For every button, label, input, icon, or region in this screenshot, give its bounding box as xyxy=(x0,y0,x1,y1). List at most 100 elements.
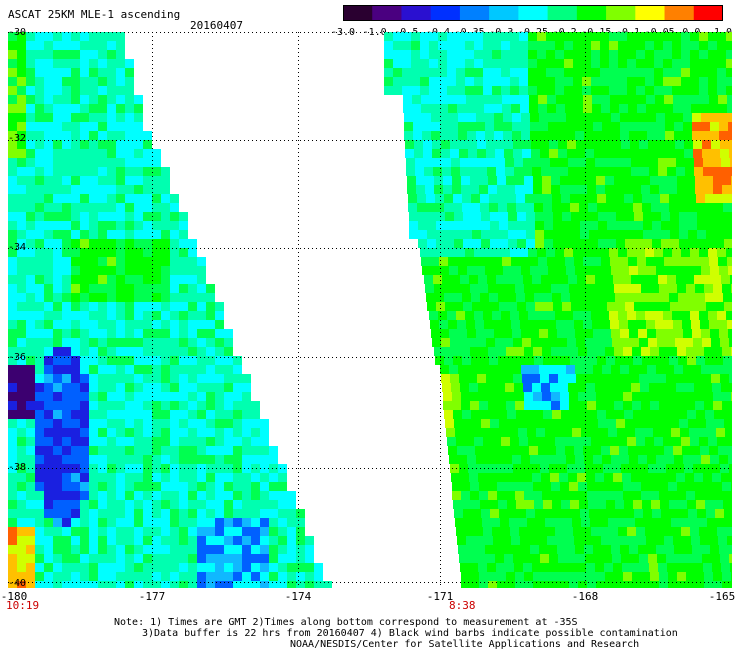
right-swath-cell xyxy=(463,230,472,239)
left-swath-cell xyxy=(8,158,17,167)
right-swath-cell xyxy=(503,113,512,122)
right-swath-cell xyxy=(682,320,691,329)
right-swath-cell xyxy=(424,275,433,284)
right-swath-cell xyxy=(570,203,579,212)
left-swath-cell xyxy=(197,356,206,365)
right-swath-cell xyxy=(488,491,497,500)
right-swath-cell xyxy=(721,167,730,176)
right-swath-cell xyxy=(689,518,698,527)
right-swath-cell xyxy=(501,50,510,59)
left-swath-cell xyxy=(125,572,134,581)
right-swath-cell xyxy=(613,275,622,284)
right-swath-cell xyxy=(448,104,457,113)
left-swath-cell xyxy=(98,347,107,356)
left-swath-cell xyxy=(98,572,107,581)
right-swath-cell xyxy=(454,221,463,230)
right-swath-cell xyxy=(561,293,570,302)
right-swath-cell xyxy=(600,527,609,536)
right-swath-cell xyxy=(671,518,680,527)
left-swath-cell xyxy=(323,581,332,588)
right-swath-cell xyxy=(547,95,556,104)
left-swath-cell xyxy=(188,338,197,347)
left-swath-cell xyxy=(179,230,188,239)
left-swath-cell xyxy=(125,266,134,275)
left-swath-cell xyxy=(188,500,197,509)
left-swath-cell xyxy=(188,410,197,419)
right-swath-cell xyxy=(622,275,631,284)
right-swath-cell xyxy=(717,311,726,320)
right-swath-cell xyxy=(685,158,694,167)
right-swath-cell xyxy=(456,50,465,59)
right-swath-cell xyxy=(694,473,703,482)
left-swath-cell xyxy=(80,122,89,131)
right-swath-cell xyxy=(498,356,507,365)
right-swath-cell xyxy=(731,284,732,293)
left-swath-cell xyxy=(143,239,152,248)
right-swath-cell xyxy=(648,140,657,149)
right-swath-cell xyxy=(534,410,543,419)
right-swath-cell xyxy=(456,527,465,536)
right-swath-cell xyxy=(654,311,663,320)
left-swath-cell xyxy=(251,554,260,563)
left-swath-cell xyxy=(278,518,287,527)
left-swath-cell xyxy=(269,536,278,545)
left-swath-cell xyxy=(206,500,215,509)
right-swath-cell xyxy=(670,509,679,518)
left-swath-cell xyxy=(26,356,35,365)
left-swath-cell xyxy=(89,122,98,131)
left-swath-cell xyxy=(188,248,197,257)
right-swath-cell xyxy=(481,509,490,518)
left-swath-cell xyxy=(215,338,224,347)
left-swath-cell xyxy=(188,518,197,527)
left-swath-cell xyxy=(89,365,98,374)
right-swath-cell xyxy=(704,176,713,185)
right-swath-cell xyxy=(699,50,708,59)
right-swath-cell xyxy=(486,554,495,563)
right-swath-cell xyxy=(523,167,532,176)
right-swath-cell xyxy=(429,41,438,50)
right-swath-cell xyxy=(453,410,462,419)
left-swath-cell xyxy=(8,248,17,257)
left-swath-cell xyxy=(107,491,116,500)
right-swath-cell xyxy=(618,311,627,320)
left-swath-cell xyxy=(260,473,269,482)
right-swath-cell xyxy=(627,68,636,77)
left-swath-cell xyxy=(125,86,134,95)
left-swath-cell xyxy=(53,401,62,410)
right-swath-cell xyxy=(469,167,478,176)
right-swath-cell xyxy=(663,77,672,86)
right-swath-cell xyxy=(636,68,645,77)
right-swath-cell xyxy=(451,275,460,284)
right-swath-cell xyxy=(713,392,722,401)
right-swath-cell xyxy=(615,500,624,509)
left-swath-cell xyxy=(62,563,71,572)
right-swath-cell xyxy=(592,257,601,266)
right-swath-cell xyxy=(566,365,575,374)
right-swath-cell xyxy=(578,284,587,293)
left-swath-cell xyxy=(17,293,26,302)
left-swath-cell xyxy=(242,509,251,518)
right-swath-cell xyxy=(722,284,731,293)
left-swath-cell xyxy=(296,572,305,581)
right-swath-cell xyxy=(489,194,498,203)
right-swath-cell xyxy=(600,59,609,68)
right-swath-cell xyxy=(712,473,721,482)
right-swath-cell xyxy=(627,86,636,95)
left-swath-cell xyxy=(44,383,53,392)
right-swath-cell xyxy=(504,149,513,158)
right-swath-cell xyxy=(697,509,706,518)
right-swath-cell xyxy=(582,86,591,95)
left-swath-cell xyxy=(62,392,71,401)
right-swath-cell xyxy=(679,221,688,230)
left-swath-cell xyxy=(107,131,116,140)
right-swath-cell xyxy=(674,455,683,464)
right-swath-cell xyxy=(494,365,503,374)
right-swath-cell xyxy=(566,266,575,275)
right-swath-cell xyxy=(525,410,534,419)
left-swath-cell xyxy=(206,428,215,437)
right-swath-cell xyxy=(702,554,711,563)
right-swath-cell xyxy=(577,473,586,482)
right-swath-cell xyxy=(659,392,668,401)
right-swath-cell xyxy=(656,365,665,374)
left-swath-cell xyxy=(62,86,71,95)
